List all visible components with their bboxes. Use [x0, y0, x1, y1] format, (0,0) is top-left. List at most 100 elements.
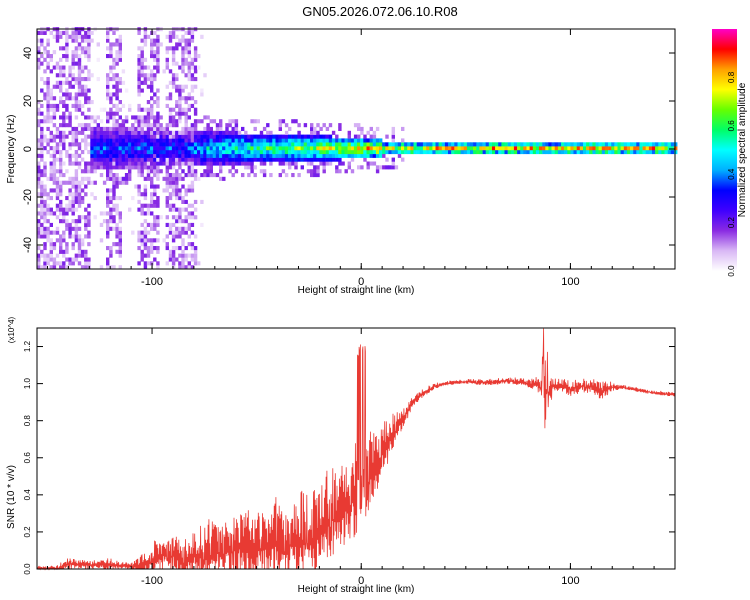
heatmap-cell [203, 126, 207, 131]
heatmap-cell [109, 153, 113, 158]
heatmap-cell [171, 57, 176, 62]
heatmap-cell [37, 211, 41, 216]
heatmap-cell [485, 150, 490, 155]
heatmap-cell [222, 138, 226, 143]
heatmap-x-label: Height of straight line (km) [298, 285, 415, 296]
heatmap-cell [106, 146, 110, 151]
heatmap-cell [181, 38, 185, 43]
heatmap-cell [372, 130, 377, 135]
heatmap-cell [171, 107, 176, 112]
heatmap-cell [137, 123, 141, 128]
heatmap-cell [102, 150, 107, 155]
heatmap-cell [156, 50, 160, 55]
heatmap-cell [517, 142, 521, 147]
heatmap-cell [401, 150, 405, 155]
heatmap-cell [206, 150, 210, 155]
heatmap-cell [228, 146, 232, 151]
heatmap-cell [156, 54, 160, 59]
heatmap-cell [426, 142, 430, 147]
heatmap-cell [43, 257, 47, 262]
heatmap-cell [197, 150, 201, 155]
heatmap-cell [146, 222, 151, 227]
heatmap-cell [40, 192, 44, 197]
heatmap-cell [184, 192, 188, 197]
heatmap-cell [137, 126, 141, 131]
heatmap-cell [65, 226, 69, 231]
heatmap-cell [595, 150, 599, 155]
heatmap-cell [209, 150, 213, 155]
heatmap-cell [184, 50, 188, 55]
heatmap-cell [193, 199, 198, 204]
heatmap-cell [228, 138, 232, 143]
heatmap-cell [328, 150, 333, 155]
heatmap-cell [190, 134, 195, 139]
heatmap-cell [184, 153, 188, 158]
heatmap-cell [225, 161, 229, 166]
heatmap-cell [153, 115, 157, 120]
heatmap-cell [124, 180, 129, 185]
heatmap-cell [143, 211, 148, 216]
heatmap-cell [43, 246, 47, 251]
heatmap-cell [115, 165, 119, 170]
heatmap-cell [322, 150, 326, 155]
heatmap-cell [55, 176, 60, 181]
heatmap-cell [153, 150, 157, 155]
heatmap-cell [87, 77, 91, 82]
heatmap-cell [46, 176, 50, 181]
heatmap-cell [435, 150, 439, 155]
heatmap-cell [65, 207, 69, 212]
heatmap-cell [313, 153, 317, 158]
heatmap-cell [84, 219, 88, 224]
heatmap-cell [171, 157, 176, 162]
heatmap-cell [187, 188, 191, 193]
heatmap-cell [77, 180, 82, 185]
heatmap-cell [344, 146, 348, 151]
heatmap-cell [247, 134, 251, 139]
heatmap-cell [143, 261, 148, 266]
heatmap-cell [134, 150, 138, 155]
heatmap-cell [187, 173, 191, 178]
heatmap-cell [43, 230, 47, 235]
heatmap-cell [510, 142, 515, 147]
heatmap-cell [71, 34, 75, 39]
heatmap-cell [55, 230, 60, 235]
heatmap-cell [106, 211, 110, 216]
heatmap-cell [55, 215, 60, 220]
heatmap-cell [84, 34, 88, 39]
heatmap-cell [510, 146, 515, 151]
heatmap-cell [150, 242, 154, 247]
heatmap-cell [350, 153, 355, 158]
heatmap-cell [80, 88, 85, 93]
heatmap-cell [102, 180, 107, 185]
heatmap-cell [353, 150, 358, 155]
heatmap-cell [231, 161, 235, 166]
heatmap-cell [583, 142, 587, 147]
heatmap-cell [165, 180, 169, 185]
heatmap-cell [250, 142, 254, 147]
heatmap-cell [37, 176, 41, 181]
heatmap-cell [109, 42, 113, 47]
heatmap-cell [162, 188, 166, 193]
heatmap-cell [137, 57, 141, 62]
heatmap-cell [55, 34, 60, 39]
heatmap-cell [121, 134, 126, 139]
heatmap-cell [664, 150, 668, 155]
heatmap-cell [661, 146, 665, 151]
heatmap-cell [532, 142, 537, 147]
heatmap-cell [510, 150, 515, 155]
heatmap-cell [604, 142, 609, 147]
heatmap-cell [413, 142, 417, 147]
heatmap-cell [80, 188, 85, 193]
heatmap-cell [645, 150, 650, 155]
heatmap-cell [77, 73, 82, 78]
heatmap-cell [84, 165, 88, 170]
heatmap-cell [96, 161, 100, 166]
heatmap-cell [231, 157, 235, 162]
heatmap-cell [184, 199, 188, 204]
heatmap-cell [366, 142, 370, 147]
heatmap-cell [485, 142, 490, 147]
heatmap-cell [385, 157, 389, 162]
heatmap-cell [375, 150, 380, 155]
heatmap-cell [59, 192, 63, 197]
heatmap-cell [545, 150, 549, 155]
